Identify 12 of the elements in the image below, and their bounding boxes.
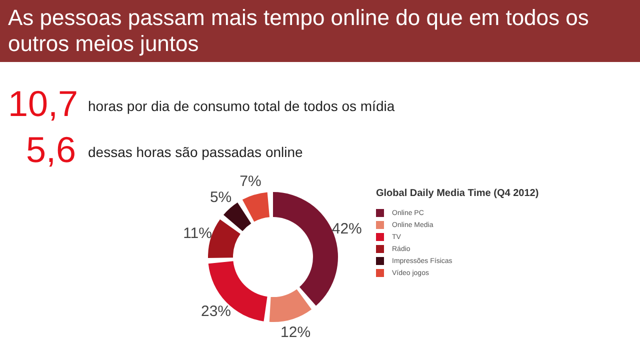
text: horas por dia de consumo total de todos os mídia (88, 98, 395, 114)
text: dessas horas são passadas online (88, 144, 303, 160)
data-label: 7% (240, 172, 262, 190)
legend-title: Global Daily Media Time (Q4 2012) (376, 188, 539, 199)
data-label: 11% (183, 225, 212, 242)
data-label: 23% (201, 303, 232, 320)
data-label: 12% (280, 324, 311, 342)
data-label: 42% (332, 220, 362, 238)
chart-title: As pessoas passam mais tempo online do que em todos os outros meios juntos (0, 0, 640, 62)
data-label: 5% (210, 189, 232, 206)
text: 5,6 (26, 129, 76, 170)
text: 10,7 (8, 83, 78, 124)
